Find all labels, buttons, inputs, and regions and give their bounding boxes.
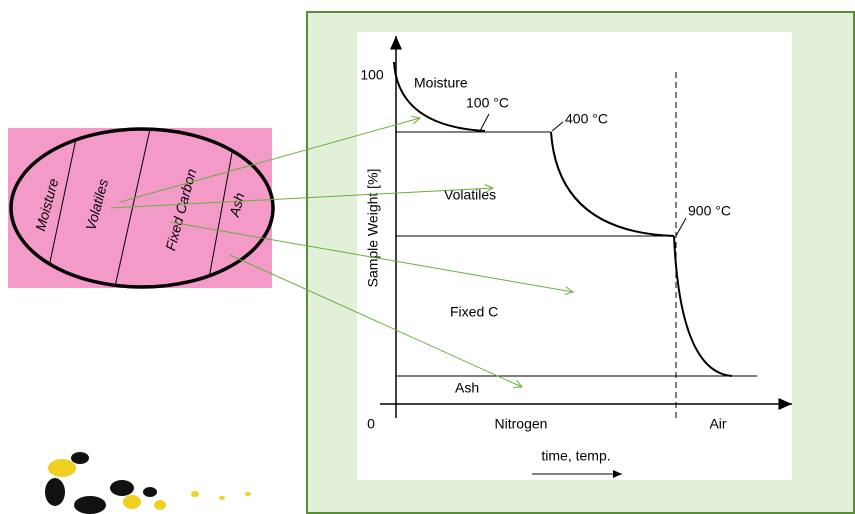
temperature-label: 100 °C	[466, 95, 509, 111]
y-axis-label: Sample Weight [%]	[365, 169, 381, 288]
page: Moisture Volatiles Fixed Carbon Ash 100 …	[0, 0, 855, 514]
temperature-label: 400 °C	[565, 111, 608, 127]
temperature-label: 900 °C	[688, 203, 731, 219]
region-label: Ash	[455, 380, 479, 396]
region-label: Moisture	[414, 75, 468, 91]
atmosphere-label: Nitrogen	[495, 416, 548, 432]
atmosphere-label: Air	[709, 416, 726, 432]
y-top-label: 100	[360, 67, 384, 83]
region-label: Fixed C	[450, 304, 498, 320]
coal-decoration	[45, 452, 251, 514]
plot-area	[357, 32, 792, 480]
diagram: Moisture Volatiles Fixed Carbon Ash 100 …	[0, 0, 855, 514]
origin-label: 0	[367, 416, 375, 432]
x-axis-label: time, temp.	[541, 448, 610, 464]
